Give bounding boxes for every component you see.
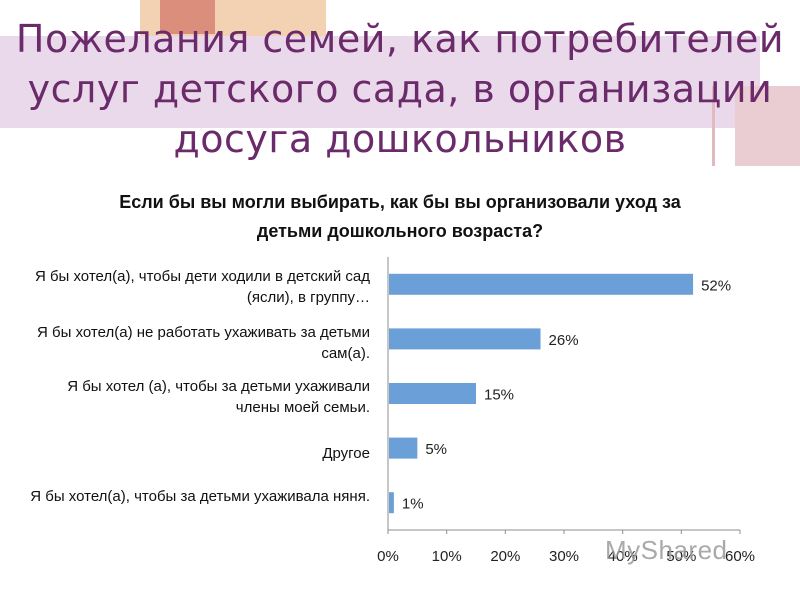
x-tick-label-6: 60% <box>725 548 755 565</box>
category-label-0: Я бы хотел(а), чтобы дети ходили в детск… <box>34 268 370 306</box>
x-tick-label-0: 0% <box>377 548 399 565</box>
data-label-2: 15% <box>484 387 514 404</box>
x-tick-label-4: 40% <box>608 548 638 565</box>
category-label-3: Другое <box>322 445 370 462</box>
deco-red-block <box>160 0 215 34</box>
category-label-2: Я бы хотел (а), чтобы за детьми ухаживал… <box>67 378 370 416</box>
x-tick-label-5: 50% <box>666 548 696 565</box>
x-tick-label-3: 30% <box>549 548 579 565</box>
data-label-0: 52% <box>701 277 731 294</box>
bar-2 <box>389 383 476 404</box>
deco-pink-line <box>712 86 715 166</box>
deco-title-band <box>0 36 760 128</box>
category-label-4: Я бы хотел(а), чтобы за детьми ухаживала… <box>30 488 370 505</box>
category-label-1: Я бы хотел(а) не работать ухаживать за д… <box>37 324 370 362</box>
bar-3 <box>389 437 418 459</box>
slide-title: Пожелания семей, как потребителей услуг … <box>15 17 785 161</box>
bar-4 <box>389 492 394 514</box>
deco-pink-block <box>735 86 800 166</box>
watermark-logo: MyShared <box>605 535 728 565</box>
chart-title: Если бы вы могли выбирать, как бы вы орг… <box>119 192 681 241</box>
bar-0 <box>389 273 694 295</box>
x-tick-label-2: 20% <box>490 548 520 565</box>
data-label-3: 5% <box>425 441 447 458</box>
x-tick-label-1: 10% <box>432 548 462 565</box>
data-label-4: 1% <box>402 496 424 513</box>
bar-1 <box>389 328 541 350</box>
data-label-1: 26% <box>549 332 579 349</box>
